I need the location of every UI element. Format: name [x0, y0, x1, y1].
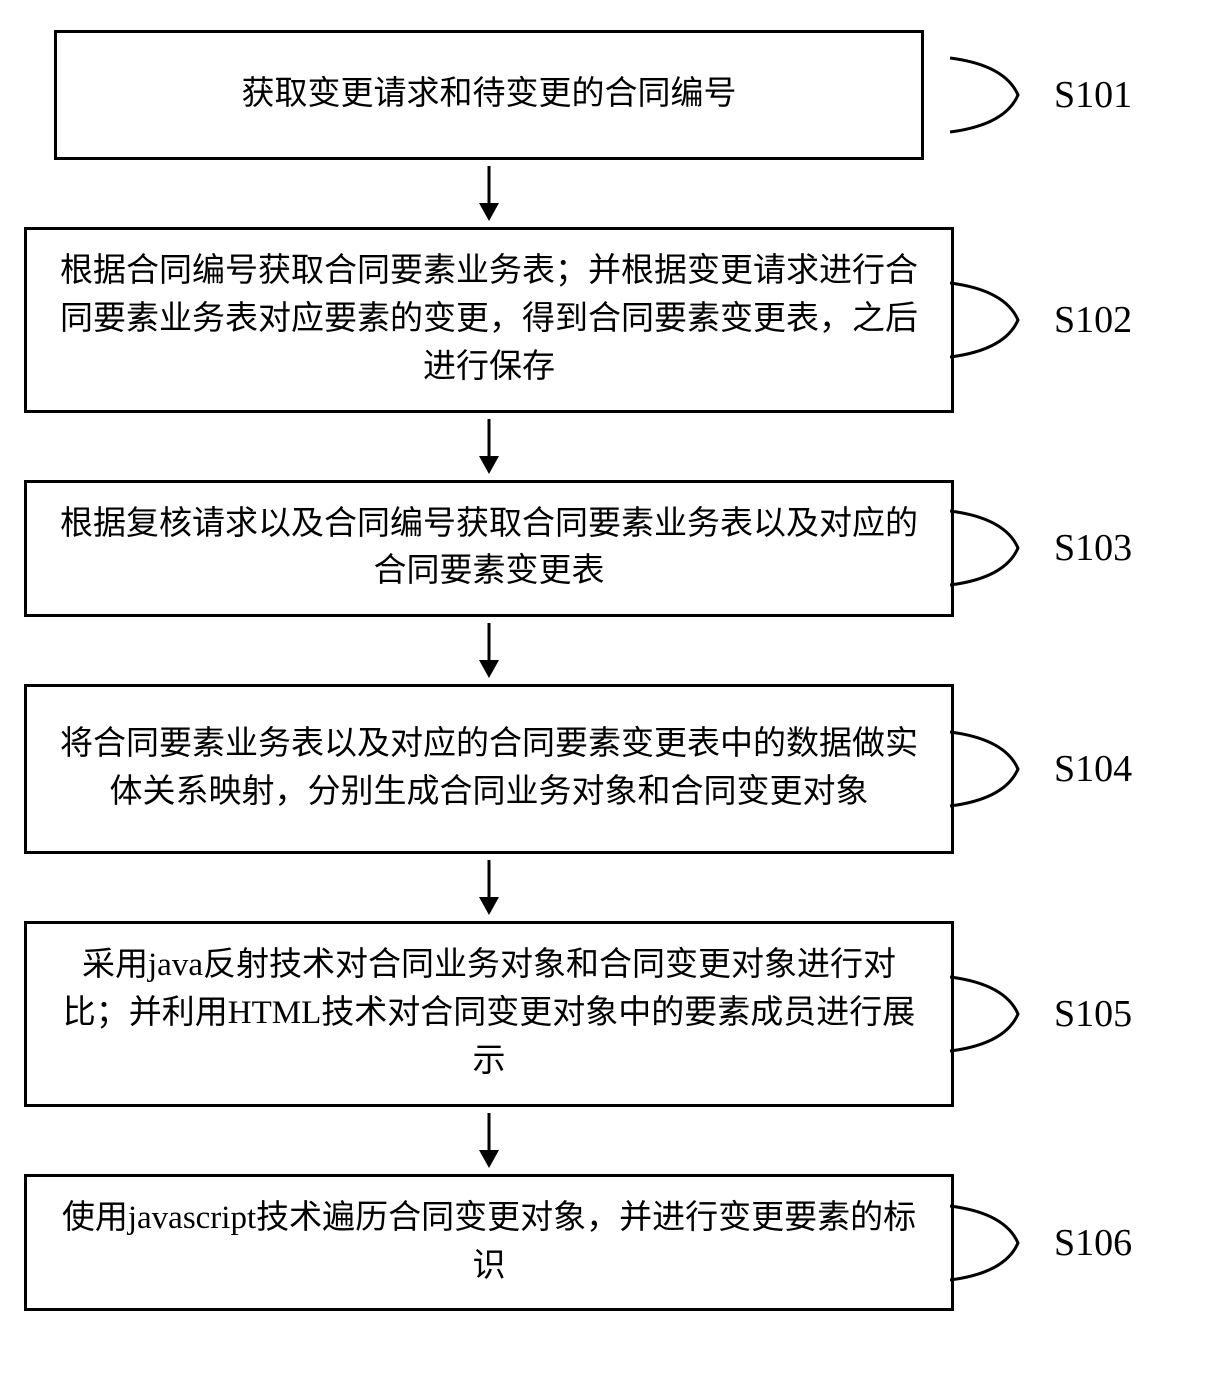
flow-step-box: 将合同要素业务表以及对应的合同要素变更表中的数据做实体关系映射，分别生成合同业务… — [24, 684, 954, 854]
step-label: S105 — [1054, 992, 1132, 1036]
flow-step-box: 采用java反射技术对合同业务对象和合同变更对象进行对比；并利用HTML技术对合… — [24, 921, 954, 1107]
flow-arrow — [24, 860, 954, 915]
flow-step-box: 根据合同编号获取合同要素业务表；并根据变更请求进行合同要素业务表对应要素的变更，… — [24, 227, 954, 413]
flow-arrow — [24, 1113, 954, 1168]
step-label: S102 — [1054, 298, 1132, 342]
connector-curve — [950, 724, 1040, 814]
flow-step-row: 根据复核请求以及合同编号获取合同要素业务表以及对应的合同要素变更表 S103 — [24, 480, 1184, 618]
flow-step-box: 根据复核请求以及合同编号获取合同要素业务表以及对应的合同要素变更表 — [24, 480, 954, 618]
step-label: S101 — [1054, 73, 1132, 117]
flow-step-row: 使用javascript技术遍历合同变更对象，并进行变更要素的标识 S106 — [24, 1174, 1184, 1312]
connector-curve — [950, 969, 1040, 1059]
step-label: S103 — [1054, 526, 1132, 570]
flow-arrow — [24, 623, 954, 678]
connector-column — [954, 483, 1044, 613]
connector-curve — [950, 503, 1040, 593]
step-label: S106 — [1054, 1221, 1132, 1265]
connector-curve — [950, 275, 1040, 365]
flow-step-row: 将合同要素业务表以及对应的合同要素变更表中的数据做实体关系映射，分别生成合同业务… — [24, 684, 1184, 854]
connector-curve — [950, 1198, 1040, 1288]
connector-column — [954, 929, 1044, 1099]
flow-arrow — [24, 419, 954, 474]
flow-step-box: 使用javascript技术遍历合同变更对象，并进行变更要素的标识 — [24, 1174, 954, 1312]
connector-column — [954, 235, 1044, 405]
connector-column — [954, 684, 1044, 854]
flowchart-container: 获取变更请求和待变更的合同编号 S101 根据合同编号获取合同要素业务表；并根据变更… — [24, 30, 1184, 1311]
step-label: S104 — [1054, 747, 1132, 791]
flow-step-row: 根据合同编号获取合同要素业务表；并根据变更请求进行合同要素业务表对应要素的变更，… — [24, 227, 1184, 413]
flow-step-row: 采用java反射技术对合同业务对象和合同变更对象进行对比；并利用HTML技术对合… — [24, 921, 1184, 1107]
connector-curve — [950, 50, 1040, 140]
connector-column — [954, 1178, 1044, 1308]
connector-column — [954, 30, 1044, 160]
flow-arrow — [24, 166, 954, 221]
flow-step-row: 获取变更请求和待变更的合同编号 S101 — [24, 30, 1184, 160]
flow-step-box: 获取变更请求和待变更的合同编号 — [54, 30, 924, 160]
